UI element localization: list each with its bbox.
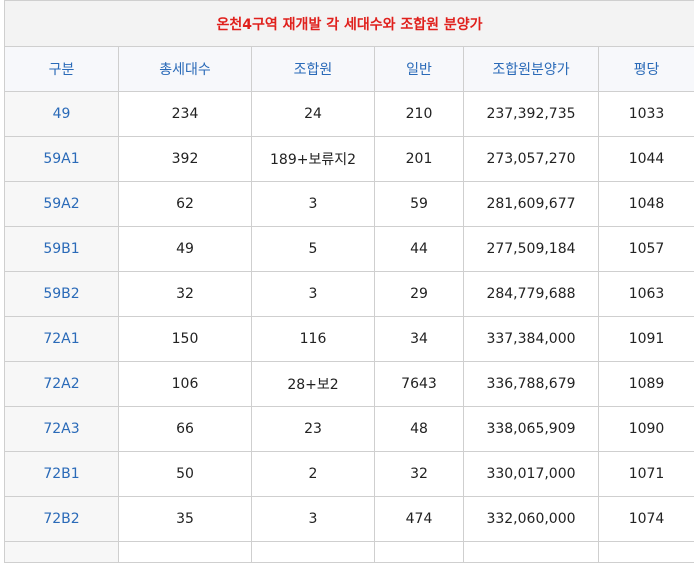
cell-type: 49 <box>5 92 119 137</box>
table-title-row: 온천4구역 재개발 각 세대수와 조합원 분양가 <box>5 1 694 47</box>
table-cell-empty <box>119 542 252 563</box>
table-cell-empty <box>375 542 464 563</box>
cell-total-units: 234 <box>119 92 252 137</box>
cell-members: 116 <box>252 317 375 362</box>
cell-general: 48 <box>375 407 464 452</box>
header-per-pyeong: 평당 <box>599 47 694 92</box>
cell-type: 59A1 <box>5 137 119 182</box>
cell-member-price: 273,057,270 <box>464 137 599 182</box>
cell-member-price: 237,392,735 <box>464 92 599 137</box>
cell-general: 210 <box>375 92 464 137</box>
cell-per-pyeong: 1057 <box>599 227 694 272</box>
cell-per-pyeong: 1090 <box>599 407 694 452</box>
cell-general: 44 <box>375 227 464 272</box>
cell-per-pyeong: 1091 <box>599 317 694 362</box>
cell-general: 29 <box>375 272 464 317</box>
cell-type: 59B2 <box>5 272 119 317</box>
table-cell-empty <box>252 542 375 563</box>
cell-member-price: 281,609,677 <box>464 182 599 227</box>
cell-per-pyeong: 1048 <box>599 182 694 227</box>
cell-general: 32 <box>375 452 464 497</box>
table-title: 온천4구역 재개발 각 세대수와 조합원 분양가 <box>5 1 694 47</box>
cell-members: 3 <box>252 497 375 542</box>
header-type: 구분 <box>5 47 119 92</box>
cell-per-pyeong: 1063 <box>599 272 694 317</box>
cell-type: 72A3 <box>5 407 119 452</box>
cell-member-price: 336,788,679 <box>464 362 599 407</box>
cell-total-units: 106 <box>119 362 252 407</box>
cell-total-units: 150 <box>119 317 252 362</box>
cell-members: 3 <box>252 182 375 227</box>
cell-total-units: 35 <box>119 497 252 542</box>
cell-type: 72A1 <box>5 317 119 362</box>
cell-type: 59A2 <box>5 182 119 227</box>
cell-per-pyeong: 1071 <box>599 452 694 497</box>
cell-general: 201 <box>375 137 464 182</box>
table-row-partial <box>5 542 694 563</box>
header-members: 조합원 <box>252 47 375 92</box>
cell-members: 2 <box>252 452 375 497</box>
cell-type: 72A2 <box>5 362 119 407</box>
cell-member-price: 330,017,000 <box>464 452 599 497</box>
table-cell-empty <box>599 542 694 563</box>
cell-general: 7643 <box>375 362 464 407</box>
cell-member-price: 337,384,000 <box>464 317 599 362</box>
cell-members: 5 <box>252 227 375 272</box>
cell-members: 189+보류지2 <box>252 137 375 182</box>
table-cell-empty <box>464 542 599 563</box>
cell-general: 474 <box>375 497 464 542</box>
header-general: 일반 <box>375 47 464 92</box>
cell-member-price: 277,509,184 <box>464 227 599 272</box>
cell-general: 34 <box>375 317 464 362</box>
cell-members: 23 <box>252 407 375 452</box>
cell-per-pyeong: 1074 <box>599 497 694 542</box>
cell-member-price: 284,779,688 <box>464 272 599 317</box>
cell-member-price: 332,060,000 <box>464 497 599 542</box>
cell-members: 28+보2 <box>252 362 375 407</box>
cell-per-pyeong: 1089 <box>599 362 694 407</box>
cell-total-units: 62 <box>119 182 252 227</box>
header-total-units: 총세대수 <box>119 47 252 92</box>
cell-member-price: 338,065,909 <box>464 407 599 452</box>
cell-general: 59 <box>375 182 464 227</box>
cell-members: 24 <box>252 92 375 137</box>
header-member-price: 조합원분양가 <box>464 47 599 92</box>
cell-per-pyeong: 1033 <box>599 92 694 137</box>
table-cell-empty <box>5 542 119 563</box>
cell-total-units: 49 <box>119 227 252 272</box>
cell-total-units: 32 <box>119 272 252 317</box>
cell-type: 72B1 <box>5 452 119 497</box>
cell-type: 59B1 <box>5 227 119 272</box>
cell-per-pyeong: 1044 <box>599 137 694 182</box>
cell-total-units: 392 <box>119 137 252 182</box>
cell-type: 72B2 <box>5 497 119 542</box>
cell-members: 3 <box>252 272 375 317</box>
cell-total-units: 50 <box>119 452 252 497</box>
cell-total-units: 66 <box>119 407 252 452</box>
